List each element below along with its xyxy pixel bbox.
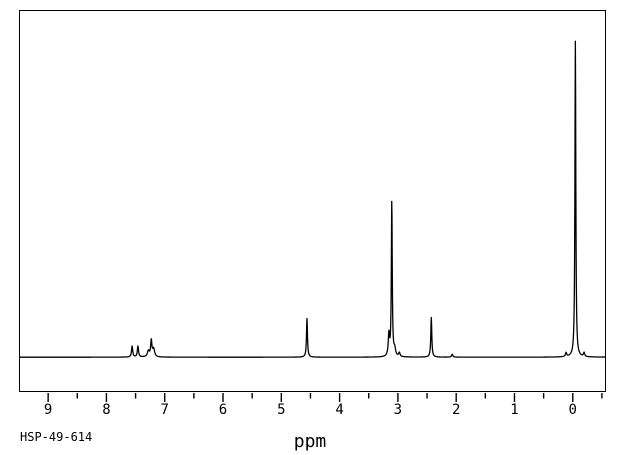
x-axis-tick-label: 7 [161, 402, 169, 418]
sample-id-label: HSP-49-614 [20, 430, 93, 444]
x-axis-tick-label: 6 [219, 402, 227, 418]
plot-frame [19, 10, 606, 392]
x-axis-tick-label: 2 [452, 402, 460, 418]
x-axis-tick-label: 9 [44, 402, 52, 418]
x-axis-tick-label: 0 [569, 402, 577, 418]
spectrum-trace [20, 40, 605, 358]
x-axis-tick-label: 5 [277, 402, 285, 418]
x-axis-tick-label: 1 [510, 402, 518, 418]
x-axis-tick-label: 4 [335, 402, 343, 418]
spectrum-plot [20, 40, 605, 358]
x-axis-tick-label: 3 [394, 402, 402, 418]
x-axis-unit-label: ppm [293, 431, 327, 452]
x-axis-tick-label: 8 [102, 402, 110, 418]
x-axis: 9 8 7 6 5 4 3 2 1 0 [44, 393, 603, 418]
